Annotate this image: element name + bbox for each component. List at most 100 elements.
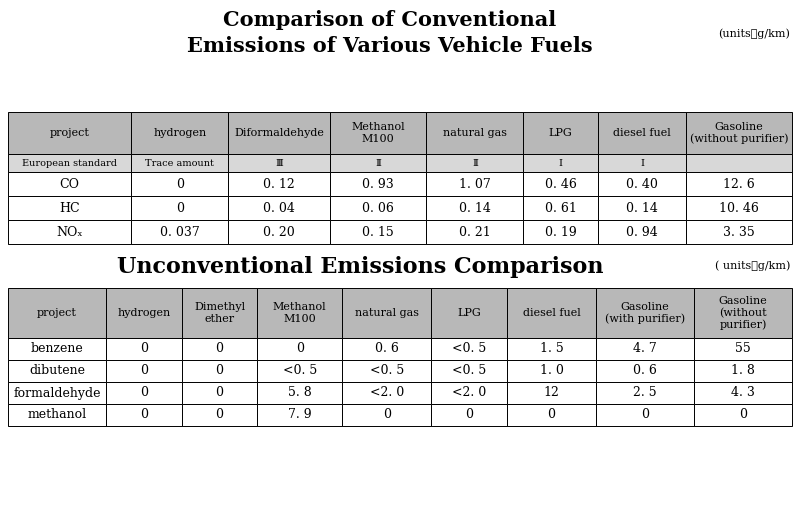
Bar [258, 288, 342, 338]
Text: 0: 0 [382, 409, 390, 421]
Text: 0. 21: 0. 21 [459, 225, 490, 238]
Bar [426, 196, 523, 220]
Text: 0: 0 [215, 387, 223, 399]
Text: 0: 0 [465, 409, 473, 421]
Text: Emissions of Various Vehicle Fuels: Emissions of Various Vehicle Fuels [187, 36, 593, 56]
Bar [431, 382, 507, 404]
Bar [131, 112, 228, 154]
Bar [8, 154, 131, 172]
Text: 4. 7: 4. 7 [633, 343, 657, 355]
Bar [258, 338, 342, 360]
Bar [330, 172, 426, 196]
Text: 1. 07: 1. 07 [459, 178, 490, 191]
Text: formaldehyde: formaldehyde [14, 387, 101, 399]
Text: 0: 0 [215, 343, 223, 355]
Text: diesel fuel: diesel fuel [522, 308, 580, 318]
Text: Gasoline
(with purifier): Gasoline (with purifier) [605, 302, 685, 324]
Bar [694, 382, 792, 404]
Text: <0. 5: <0. 5 [282, 365, 317, 377]
Bar [8, 288, 106, 338]
Bar [507, 360, 596, 382]
Text: 0: 0 [176, 178, 184, 191]
Text: 12: 12 [543, 387, 559, 399]
Bar [431, 338, 507, 360]
Bar [228, 112, 330, 154]
Bar [598, 154, 686, 172]
Text: 0: 0 [140, 409, 148, 421]
Bar [598, 112, 686, 154]
Text: NOₓ: NOₓ [56, 225, 83, 238]
Bar [507, 382, 596, 404]
Bar [330, 154, 426, 172]
Text: project: project [50, 128, 90, 138]
Text: 12. 6: 12. 6 [723, 178, 755, 191]
Bar [8, 220, 131, 244]
Bar [694, 360, 792, 382]
Bar [426, 220, 523, 244]
Text: 0. 12: 0. 12 [263, 178, 294, 191]
Bar [523, 196, 598, 220]
Bar [330, 220, 426, 244]
Bar [258, 382, 342, 404]
Bar [330, 196, 426, 220]
Text: <0. 5: <0. 5 [370, 365, 404, 377]
Bar [8, 112, 131, 154]
Bar [182, 360, 258, 382]
Bar [596, 360, 694, 382]
Text: Ⅱ: Ⅱ [375, 158, 381, 168]
Bar [507, 288, 596, 338]
Bar [258, 360, 342, 382]
Text: Unconventional Emissions Comparison: Unconventional Emissions Comparison [117, 256, 603, 278]
Bar [686, 220, 792, 244]
Text: hydrogen: hydrogen [153, 128, 206, 138]
Text: 4. 3: 4. 3 [731, 387, 755, 399]
Text: 0. 20: 0. 20 [263, 225, 294, 238]
Text: 0. 94: 0. 94 [626, 225, 658, 238]
Bar [8, 196, 131, 220]
Text: 7. 9: 7. 9 [288, 409, 311, 421]
Text: methanol: methanol [27, 409, 86, 421]
Text: 0. 14: 0. 14 [459, 202, 491, 214]
Bar [686, 112, 792, 154]
Bar [507, 338, 596, 360]
Bar [596, 404, 694, 426]
Text: Ⅱ: Ⅱ [472, 158, 478, 168]
Bar [106, 382, 182, 404]
Text: 0: 0 [140, 387, 148, 399]
Bar [596, 382, 694, 404]
Text: 0: 0 [215, 365, 223, 377]
Bar [182, 382, 258, 404]
Text: project: project [37, 308, 77, 318]
Bar [330, 112, 426, 154]
Bar [131, 172, 228, 196]
Text: Gasoline
(without purifier): Gasoline (without purifier) [690, 122, 788, 144]
Bar [342, 382, 431, 404]
Text: 3. 35: 3. 35 [723, 225, 755, 238]
Text: 1. 5: 1. 5 [539, 343, 563, 355]
Bar [426, 112, 523, 154]
Bar [8, 404, 106, 426]
Text: diesel fuel: diesel fuel [614, 128, 671, 138]
Bar [598, 172, 686, 196]
Bar [8, 338, 106, 360]
Text: 0. 40: 0. 40 [626, 178, 658, 191]
Text: 0. 6: 0. 6 [633, 365, 657, 377]
Text: 0. 06: 0. 06 [362, 202, 394, 214]
Bar [182, 404, 258, 426]
Bar [596, 288, 694, 338]
Bar [258, 404, 342, 426]
Text: 5. 8: 5. 8 [288, 387, 312, 399]
Bar [106, 288, 182, 338]
Bar [342, 288, 431, 338]
Bar [342, 404, 431, 426]
Text: 0: 0 [739, 409, 747, 421]
Bar [694, 288, 792, 338]
Text: dibutene: dibutene [29, 365, 85, 377]
Bar [228, 220, 330, 244]
Bar [686, 196, 792, 220]
Bar [523, 154, 598, 172]
Text: Dimethyl
ether: Dimethyl ether [194, 302, 245, 324]
Text: (units：g/km): (units：g/km) [718, 28, 790, 39]
Text: LPG: LPG [549, 128, 573, 138]
Bar [431, 288, 507, 338]
